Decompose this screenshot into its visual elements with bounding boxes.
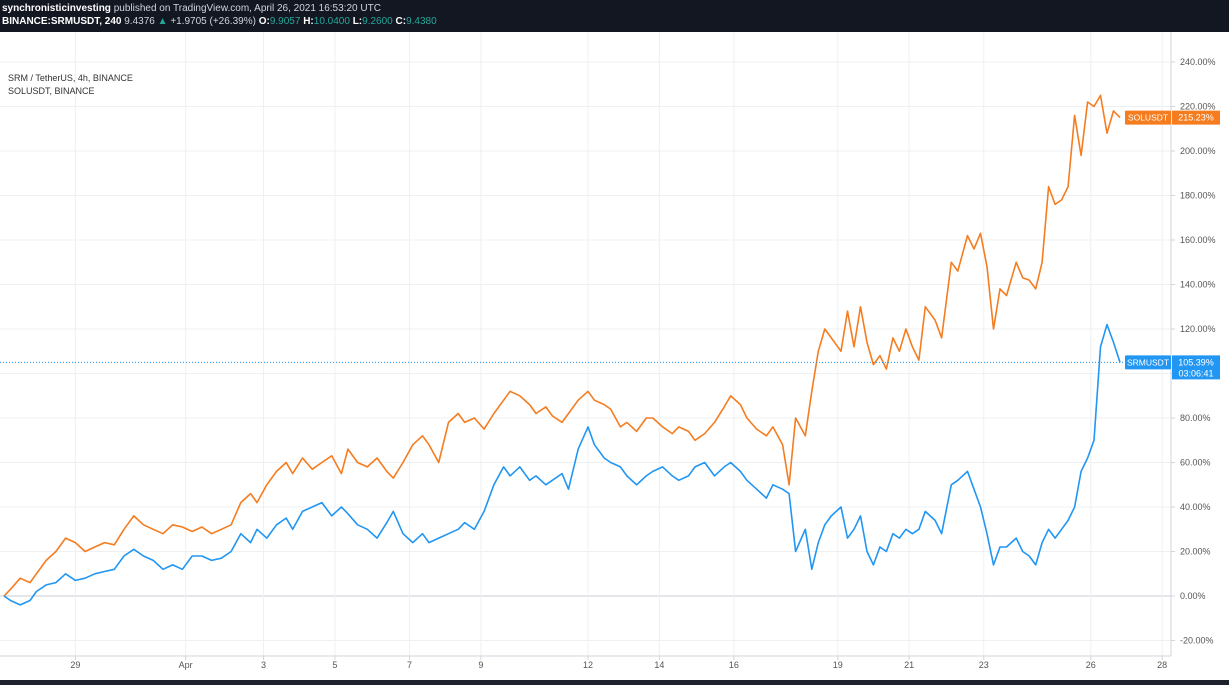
high-label: H: [303, 16, 314, 27]
x-tick-label: 21 [904, 660, 914, 670]
y-tick-label: 140.00% [1180, 280, 1216, 290]
y-tick-label: -20.00% [1180, 636, 1214, 646]
series-name-tag [1125, 355, 1171, 370]
price-chart[interactable]: 240.00%220.00%200.00%180.00%160.00%140.0… [0, 32, 1229, 680]
y-tick-label: 180.00% [1180, 191, 1216, 201]
x-tick-label: 29 [70, 660, 80, 670]
x-tick-label: 23 [979, 660, 989, 670]
publish-info: published on TradingView.com, April 26, … [113, 3, 381, 14]
high-value: 10.0400 [313, 16, 350, 27]
author-name[interactable]: synchronisticinvesting [2, 3, 111, 14]
x-tick-label: 19 [833, 660, 843, 670]
up-arrow-icon: ▲ [157, 16, 168, 27]
chart-header: synchronisticinvesting published on Trad… [0, 0, 1229, 32]
last-price: 9.4376 [124, 16, 155, 27]
series-labels: SOLUSDT 215.23% SRMUSDT 105.39%03:06:41 [1125, 110, 1220, 380]
series-line-srmusdt [3, 323, 1121, 606]
legend-main-symbol[interactable]: SRM / TetherUS, 4h, BINANCE [8, 73, 133, 83]
x-tick-label: 16 [729, 660, 739, 670]
y-tick-label: 200.00% [1180, 146, 1216, 156]
x-tick-label: 14 [654, 660, 664, 670]
x-tick-label: 28 [1157, 660, 1167, 670]
series-value-tag [1172, 355, 1220, 380]
y-tick-label: 120.00% [1180, 324, 1216, 334]
low-value: 9.2600 [362, 16, 393, 27]
close-value: 9.4380 [406, 16, 437, 27]
publish-line: synchronisticinvesting published on Trad… [2, 2, 381, 16]
x-tick-label: 5 [332, 660, 337, 670]
series-name-tag [1125, 110, 1171, 125]
y-tick-label: 40.00% [1180, 502, 1211, 512]
series-value-tag [1172, 110, 1220, 125]
bottom-bar [0, 680, 1229, 685]
series-lines [0, 94, 1171, 606]
series-line-solusdt [3, 94, 1121, 597]
x-tick-label: 7 [407, 660, 412, 670]
y-axis-ticks: 240.00% 220.00% 200.00% 180.00% 160.00% 140.0… [1171, 57, 1216, 646]
series-value-label: 105.39% [1178, 357, 1214, 367]
x-tick-label: 12 [583, 660, 593, 670]
bar-countdown-label: 03:06:41 [1178, 368, 1213, 378]
y-tick-label: 0.00% [1180, 591, 1206, 601]
y-tick-label: 20.00% [1180, 547, 1211, 557]
series-name-label: SOLUSDT [1128, 113, 1168, 123]
x-tick-label: 26 [1086, 660, 1096, 670]
chart-panel[interactable]: 240.00% 220.00% 200.00% 180.00% 160.00% 140.0… [0, 32, 1229, 680]
close-label: C: [395, 16, 407, 27]
x-tick-label: 9 [478, 660, 483, 670]
chart-legend: SRM / TetherUS, 4h, BINANCE SOLUSDT, BIN… [8, 72, 133, 98]
x-tick-label: Apr [179, 660, 193, 670]
x-tick-label: 3 [261, 660, 266, 670]
open-label: O: [258, 16, 270, 27]
x-axis-ticks: 29 Apr 3 5 7 9 12 14 16 19 21 23 26 28 [70, 656, 1167, 670]
grid-lines [0, 32, 1171, 656]
series-name-label: SRMUSDT [1127, 357, 1169, 367]
y-tick-label: 240.00% [1180, 57, 1216, 67]
y-tick-label: 220.00% [1180, 102, 1216, 112]
low-label: L: [352, 16, 363, 27]
y-tick-label: 160.00% [1180, 235, 1216, 245]
series-value-label: 215.23% [1178, 113, 1214, 123]
y-tick-label: 60.00% [1180, 458, 1211, 468]
open-value: 9.9057 [269, 16, 301, 27]
symbol-label: BINANCE:SRMUSDT, 240 [2, 16, 122, 27]
ohlc-line: BINANCE:SRMUSDT, 240 9.4376 ▲ +1.9705 (+… [2, 15, 437, 29]
y-tick-label: 80.00% [1180, 413, 1211, 423]
price-change: +1.9705 (+26.39%) [170, 16, 256, 27]
legend-compare-symbol[interactable]: SOLUSDT, BINANCE [8, 86, 95, 96]
